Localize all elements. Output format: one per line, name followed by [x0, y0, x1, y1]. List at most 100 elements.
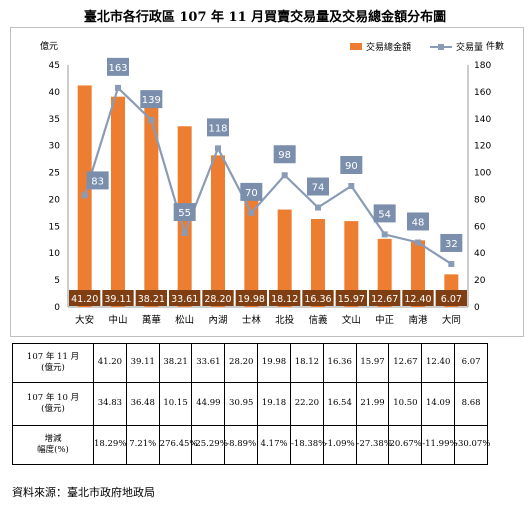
table-cell: 18.12 [289, 343, 324, 383]
bar [311, 219, 325, 307]
bar-label-box [235, 290, 267, 306]
x-tick-label: 文山 [342, 314, 361, 326]
table-row: 增減 幅度(%) 18.29% 7.21% 276.45% -25.29% -8.89% 4.… [12, 425, 490, 465]
table-cell: 16.36 [322, 343, 357, 383]
line-marker [281, 172, 288, 179]
line-marker [148, 117, 155, 124]
line-marker [348, 183, 355, 189]
table-cell: -11.99% [421, 425, 458, 465]
data-table: 107 年 11 月 (億元) 41.20 39.11 38.21 33.61 28.20 1… [12, 343, 490, 465]
table-cell: 15.97 [355, 343, 390, 383]
line-label-box [407, 212, 429, 231]
line-data-label: 32 [445, 239, 458, 250]
line-label-box [273, 145, 296, 164]
table-cell: 6.07 [454, 343, 488, 383]
line-data-label: 70 [245, 188, 258, 199]
bar-data-label: 16.36 [304, 294, 331, 305]
table-cell: 38.21 [158, 343, 193, 383]
line-marker [115, 84, 121, 91]
line-data-label: 48 [412, 217, 425, 228]
table-cell: 28.20 [224, 343, 259, 383]
y-left-tick-label: 30 [49, 142, 61, 152]
x-tick-label: 中正 [375, 314, 395, 326]
bar-data-label: 41.20 [71, 294, 98, 305]
table-cell: 10.50 [388, 382, 423, 426]
line-label-box [140, 90, 163, 109]
line-data-label: 118 [208, 123, 227, 134]
line-label-box [240, 182, 263, 201]
table-cell: 39.11 [125, 343, 160, 383]
table-cell: -25.29% [191, 425, 228, 465]
line-label-box [173, 203, 196, 222]
line-label-box [307, 177, 329, 196]
y-left-unit: 億元 [40, 40, 58, 52]
table-cell: 44.99 [191, 382, 226, 426]
y-right-tick-label: 0 [474, 303, 480, 313]
y-left-tick-label: 5 [54, 276, 60, 286]
table-row: 107 年 10 月 (億元) 34.83 36.48 10.15 44.99 30.95 1… [12, 382, 488, 426]
y-left-tick-label: 35 [49, 115, 60, 125]
line-label-box [207, 118, 229, 137]
table-cell: 20.67% [388, 425, 423, 465]
row-header: 107 年 11 月 (億元) [12, 343, 94, 383]
bar-data-label: 6.07 [441, 294, 462, 305]
bar-label-box [402, 290, 434, 306]
y-right-tick-label: 180 [474, 61, 491, 71]
table-cell: 10.15 [158, 382, 193, 426]
table-cell: -30.07% [454, 425, 490, 465]
bar [111, 96, 125, 307]
bar-label-box [135, 290, 167, 306]
table-cell: 12.67 [388, 343, 423, 383]
table-row: 107 年 11 月 (億元) 41.20 39.11 38.21 33.61 28.20 1… [12, 343, 488, 383]
x-tick-label: 中山 [108, 314, 127, 326]
bar-data-label: 12.67 [371, 294, 398, 305]
bar-label-box [202, 290, 234, 306]
bar-data-label: 39.11 [104, 294, 131, 305]
table-cell: 19.18 [257, 382, 291, 426]
bar-label-box [302, 290, 334, 306]
table-cell: -8.89% [224, 425, 259, 465]
table-cell: 14.09 [421, 382, 456, 426]
table-cell: 12.40 [421, 343, 456, 383]
bar [344, 221, 359, 307]
chart-area: 0 5 10 15 20 25 30 35 40 45 0 20 40 60 80 100 120 140 160 1… [40, 40, 504, 326]
x-tick-label: 士林 [242, 314, 262, 326]
bar [377, 238, 392, 307]
bar-data-label: 19.98 [238, 294, 265, 305]
bar [277, 209, 292, 307]
table-cell: -27.38% [355, 425, 392, 465]
line-marker [215, 145, 221, 152]
bar-label-box [335, 290, 367, 306]
line-marker [415, 239, 421, 246]
y-left-tick-label: 0 [54, 303, 60, 313]
y-right-tick-label: 120 [474, 142, 491, 152]
line-data-label: 83 [91, 176, 104, 187]
row-header: 增減 幅度(%) [12, 425, 94, 465]
bar [244, 199, 259, 307]
table-cell: 34.83 [93, 382, 127, 426]
table-cell: 16.54 [322, 382, 357, 426]
bar [211, 155, 225, 307]
line-data-label: 139 [142, 95, 161, 106]
table-cell: 4.17% [257, 425, 291, 465]
bar-label-box [169, 290, 201, 306]
y-right-tick-label: 140 [474, 115, 491, 125]
line-label-box [373, 204, 396, 223]
y-right-tick-label: 100 [474, 169, 491, 179]
y-right-tick-label: 160 [474, 88, 491, 98]
line-label-box [107, 57, 129, 76]
table-cell: 19.98 [257, 343, 291, 383]
y-left-tick-label: 10 [49, 249, 61, 259]
line-label-box [340, 156, 363, 174]
y-left-tick-label: 20 [49, 195, 61, 205]
y-right-unit: 件數 [486, 40, 504, 52]
table-cell: -18.38% [289, 425, 326, 465]
row-header: 107 年 10 月 (億元) [12, 382, 94, 426]
x-tick-label: 大安 [75, 314, 94, 326]
line-data-label: 98 [278, 150, 291, 161]
x-tick-label: 北投 [275, 314, 295, 326]
y-right-tick-label: 80 [474, 195, 486, 205]
table-cell: 276.45% [158, 425, 197, 465]
line-data-label: 55 [178, 208, 191, 219]
table-cell: 22.20 [289, 382, 324, 426]
